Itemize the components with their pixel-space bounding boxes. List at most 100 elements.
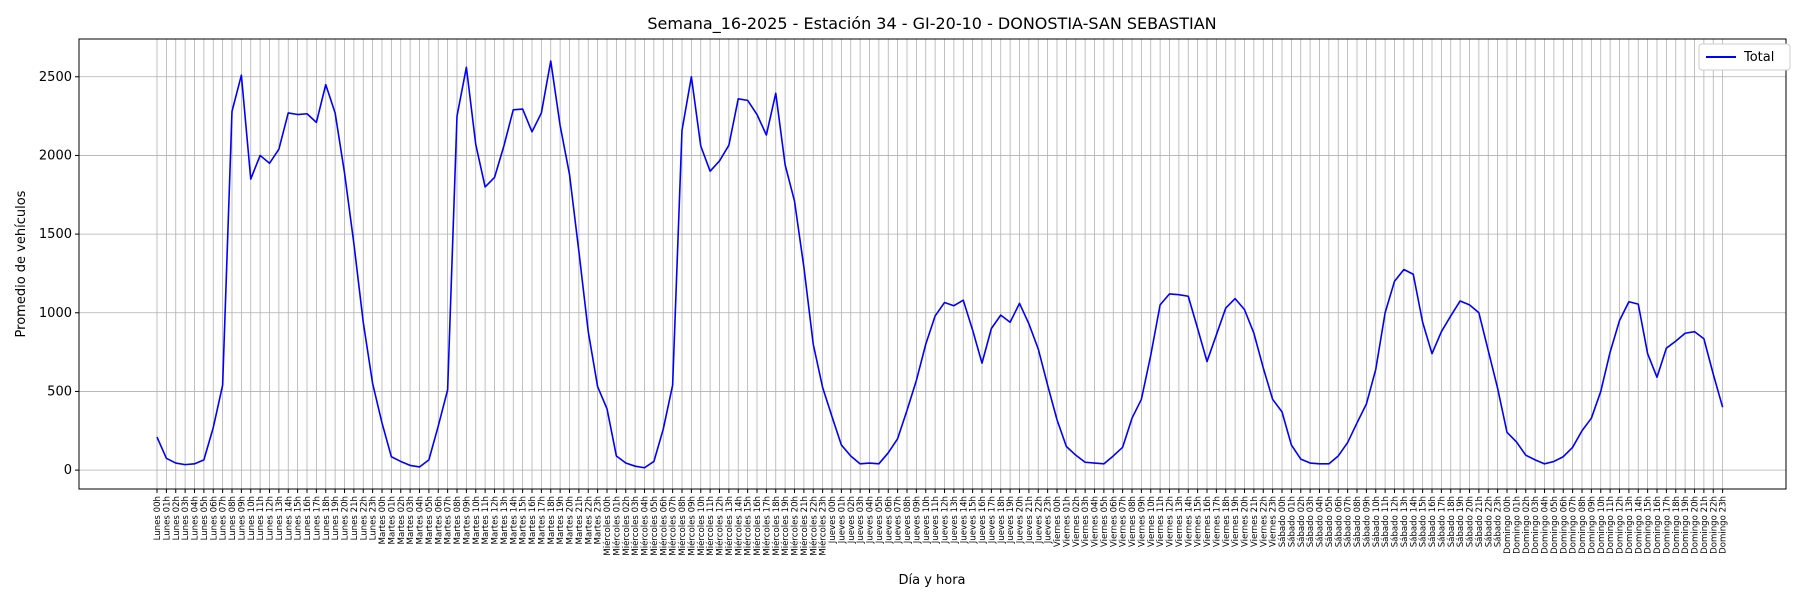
x-tick-label: Martes 16h xyxy=(528,496,538,544)
x-tick-label: Miércoles 23h xyxy=(818,496,829,556)
x-tick-label: Martes 19h xyxy=(556,496,566,544)
x-tick-label: Sábado 09h xyxy=(1362,496,1372,547)
y-axis-ticks: 0 500 1000 1500 2000 2500 xyxy=(39,70,79,478)
x-tick-label: Viernes 05h xyxy=(1100,496,1110,547)
series-line-total xyxy=(156,60,1724,469)
x-tick-label: Domingo 12h xyxy=(1616,496,1626,554)
x-tick-label: Jueves 23h xyxy=(1044,496,1054,544)
y-tick-label: 1000 xyxy=(39,306,72,321)
x-tick-label: Martes 09h xyxy=(462,496,472,544)
x-tick-label: Jueves 13h xyxy=(950,496,960,544)
x-tick-label: Lunes 02h xyxy=(172,496,182,540)
x-tick-label: Lunes 10h xyxy=(247,496,257,540)
x-tick-label: Jueves 12h xyxy=(941,496,951,544)
x-tick-label: Domingo 04h xyxy=(1541,496,1551,554)
x-tick-label: Martes 08h xyxy=(453,496,463,544)
x-tick-label: Miércoles 05h xyxy=(649,496,660,556)
x-tick-label: Domingo 21h xyxy=(1700,496,1710,554)
x-tick-label: Domingo 18h xyxy=(1672,496,1682,554)
x-tick-label: Lunes 18h xyxy=(322,496,332,540)
x-tick-label: Martes 02h xyxy=(397,496,407,544)
x-tick-label: Domingo 23h xyxy=(1719,496,1729,554)
x-tick-label: Lunes 09h xyxy=(237,496,247,540)
x-tick-label: Martes 14h xyxy=(509,496,519,544)
x-tick-label: Viernes 18h xyxy=(1222,496,1232,547)
x-tick-label: Lunes 13h xyxy=(275,496,285,540)
x-tick-label: Viernes 20h xyxy=(1241,496,1251,547)
x-tick-label: Viernes 19h xyxy=(1231,496,1241,547)
x-tick-label: Martes 23h xyxy=(594,496,604,544)
x-tick-label: Jueves 20h xyxy=(1016,496,1026,544)
x-tick-label: Miércoles 21h xyxy=(799,496,810,556)
x-tick-label: Martes 06h xyxy=(434,496,444,544)
x-tick-label: Domingo 07h xyxy=(1569,496,1579,554)
x-tick-label: Viernes 00h xyxy=(1053,496,1063,547)
x-tick-label: Jueves 16h xyxy=(978,496,988,544)
x-tick-label: Jueves 11h xyxy=(931,496,941,544)
x-tick-label: Lunes 21h xyxy=(350,496,360,540)
x-tick-label: Martes 04h xyxy=(416,496,426,544)
x-tick-label: Jueves 18h xyxy=(997,496,1007,544)
x-tick-label: Martes 01h xyxy=(387,496,397,544)
x-tick-label: Sábado 20h xyxy=(1466,496,1476,547)
x-tick-label: Jueves 10h xyxy=(922,496,932,544)
x-tick-label: Jueves 04h xyxy=(866,496,876,544)
x-axis-ticks: Lunes 00h Lunes 01h Lunes 02h Lunes 03h Lune… xyxy=(153,489,1729,556)
x-tick-label: Viernes 14h xyxy=(1184,496,1194,547)
x-tick-label: Lunes 20h xyxy=(341,496,351,540)
plot-area-frame xyxy=(78,38,1787,490)
x-tick-label: Jueves 15h xyxy=(969,496,979,544)
x-tick-label: Miércoles 16h xyxy=(752,496,763,556)
x-tick-label: Viernes 08h xyxy=(1128,496,1138,547)
x-tick-label: Lunes 12h xyxy=(266,496,276,540)
x-tick-label: Viernes 13h xyxy=(1175,496,1185,547)
y-axis-label: Promedio de vehículos xyxy=(14,190,29,337)
x-tick-label: Lunes 15h xyxy=(294,496,304,540)
x-tick-label: Lunes 07h xyxy=(219,496,229,540)
x-tick-label: Miércoles 14h xyxy=(733,496,744,556)
x-tick-label: Martes 03h xyxy=(406,496,416,544)
x-tick-label: Miércoles 03h xyxy=(630,496,641,556)
x-tick-label: Martes 20h xyxy=(566,496,576,544)
x-tick-label: Sábado 12h xyxy=(1391,496,1401,547)
y-tick-label: 0 xyxy=(64,463,72,478)
x-tick-label: Domingo 02h xyxy=(1522,496,1532,554)
x-tick-label: Domingo 10h xyxy=(1597,496,1607,554)
x-tick-label: Jueves 05h xyxy=(875,496,885,544)
x-tick-label: Jueves 06h xyxy=(884,496,894,544)
x-tick-label: Jueves 01h xyxy=(837,496,847,544)
x-tick-label: Jueves 00h xyxy=(828,496,838,544)
x-axis-label: Día y hora xyxy=(898,573,965,588)
y-tick-label: 1500 xyxy=(39,227,72,242)
x-tick-label: Domingo 08h xyxy=(1578,496,1588,554)
x-tick-label: Domingo 09h xyxy=(1587,496,1597,554)
series-layer xyxy=(156,60,1724,469)
x-tick-label: Viernes 10h xyxy=(1147,496,1157,547)
x-tick-label: Sábado 05h xyxy=(1325,496,1335,547)
x-tick-label: Miércoles 15h xyxy=(743,496,754,556)
x-tick-label: Miércoles 02h xyxy=(621,496,632,556)
x-tick-label: Domingo 03h xyxy=(1531,496,1541,554)
y-tick-label: 2000 xyxy=(39,148,72,163)
x-tick-label: Miércoles 00h xyxy=(602,496,613,556)
x-tick-label: Jueves 09h xyxy=(912,496,922,544)
x-tick-label: Miércoles 22h xyxy=(808,496,819,556)
x-tick-label: Jueves 19h xyxy=(1006,496,1016,544)
x-tick-label: Domingo 01h xyxy=(1512,496,1522,554)
x-tick-label: Lunes 06h xyxy=(209,496,219,540)
x-tick-label: Jueves 08h xyxy=(903,496,913,544)
x-tick-label: Viernes 04h xyxy=(1091,496,1101,547)
x-tick-label: Domingo 16h xyxy=(1653,496,1663,554)
x-tick-label: Domingo 05h xyxy=(1550,496,1560,554)
y-tick-label: 500 xyxy=(47,384,72,399)
x-tick-label: Sábado 02h xyxy=(1297,496,1307,547)
x-tick-label: Jueves 07h xyxy=(894,496,904,544)
x-tick-label: Jueves 17h xyxy=(987,496,997,544)
x-tick-label: Martes 10h xyxy=(472,496,482,544)
x-tick-label: Sábado 14h xyxy=(1409,496,1419,547)
x-tick-label: Jueves 22h xyxy=(1034,496,1044,544)
x-tick-label: Miércoles 01h xyxy=(611,496,622,556)
x-tick-label: Lunes 08h xyxy=(228,496,238,540)
x-tick-label: Viernes 22h xyxy=(1259,496,1269,547)
x-tick-label: Domingo 13h xyxy=(1625,496,1635,554)
